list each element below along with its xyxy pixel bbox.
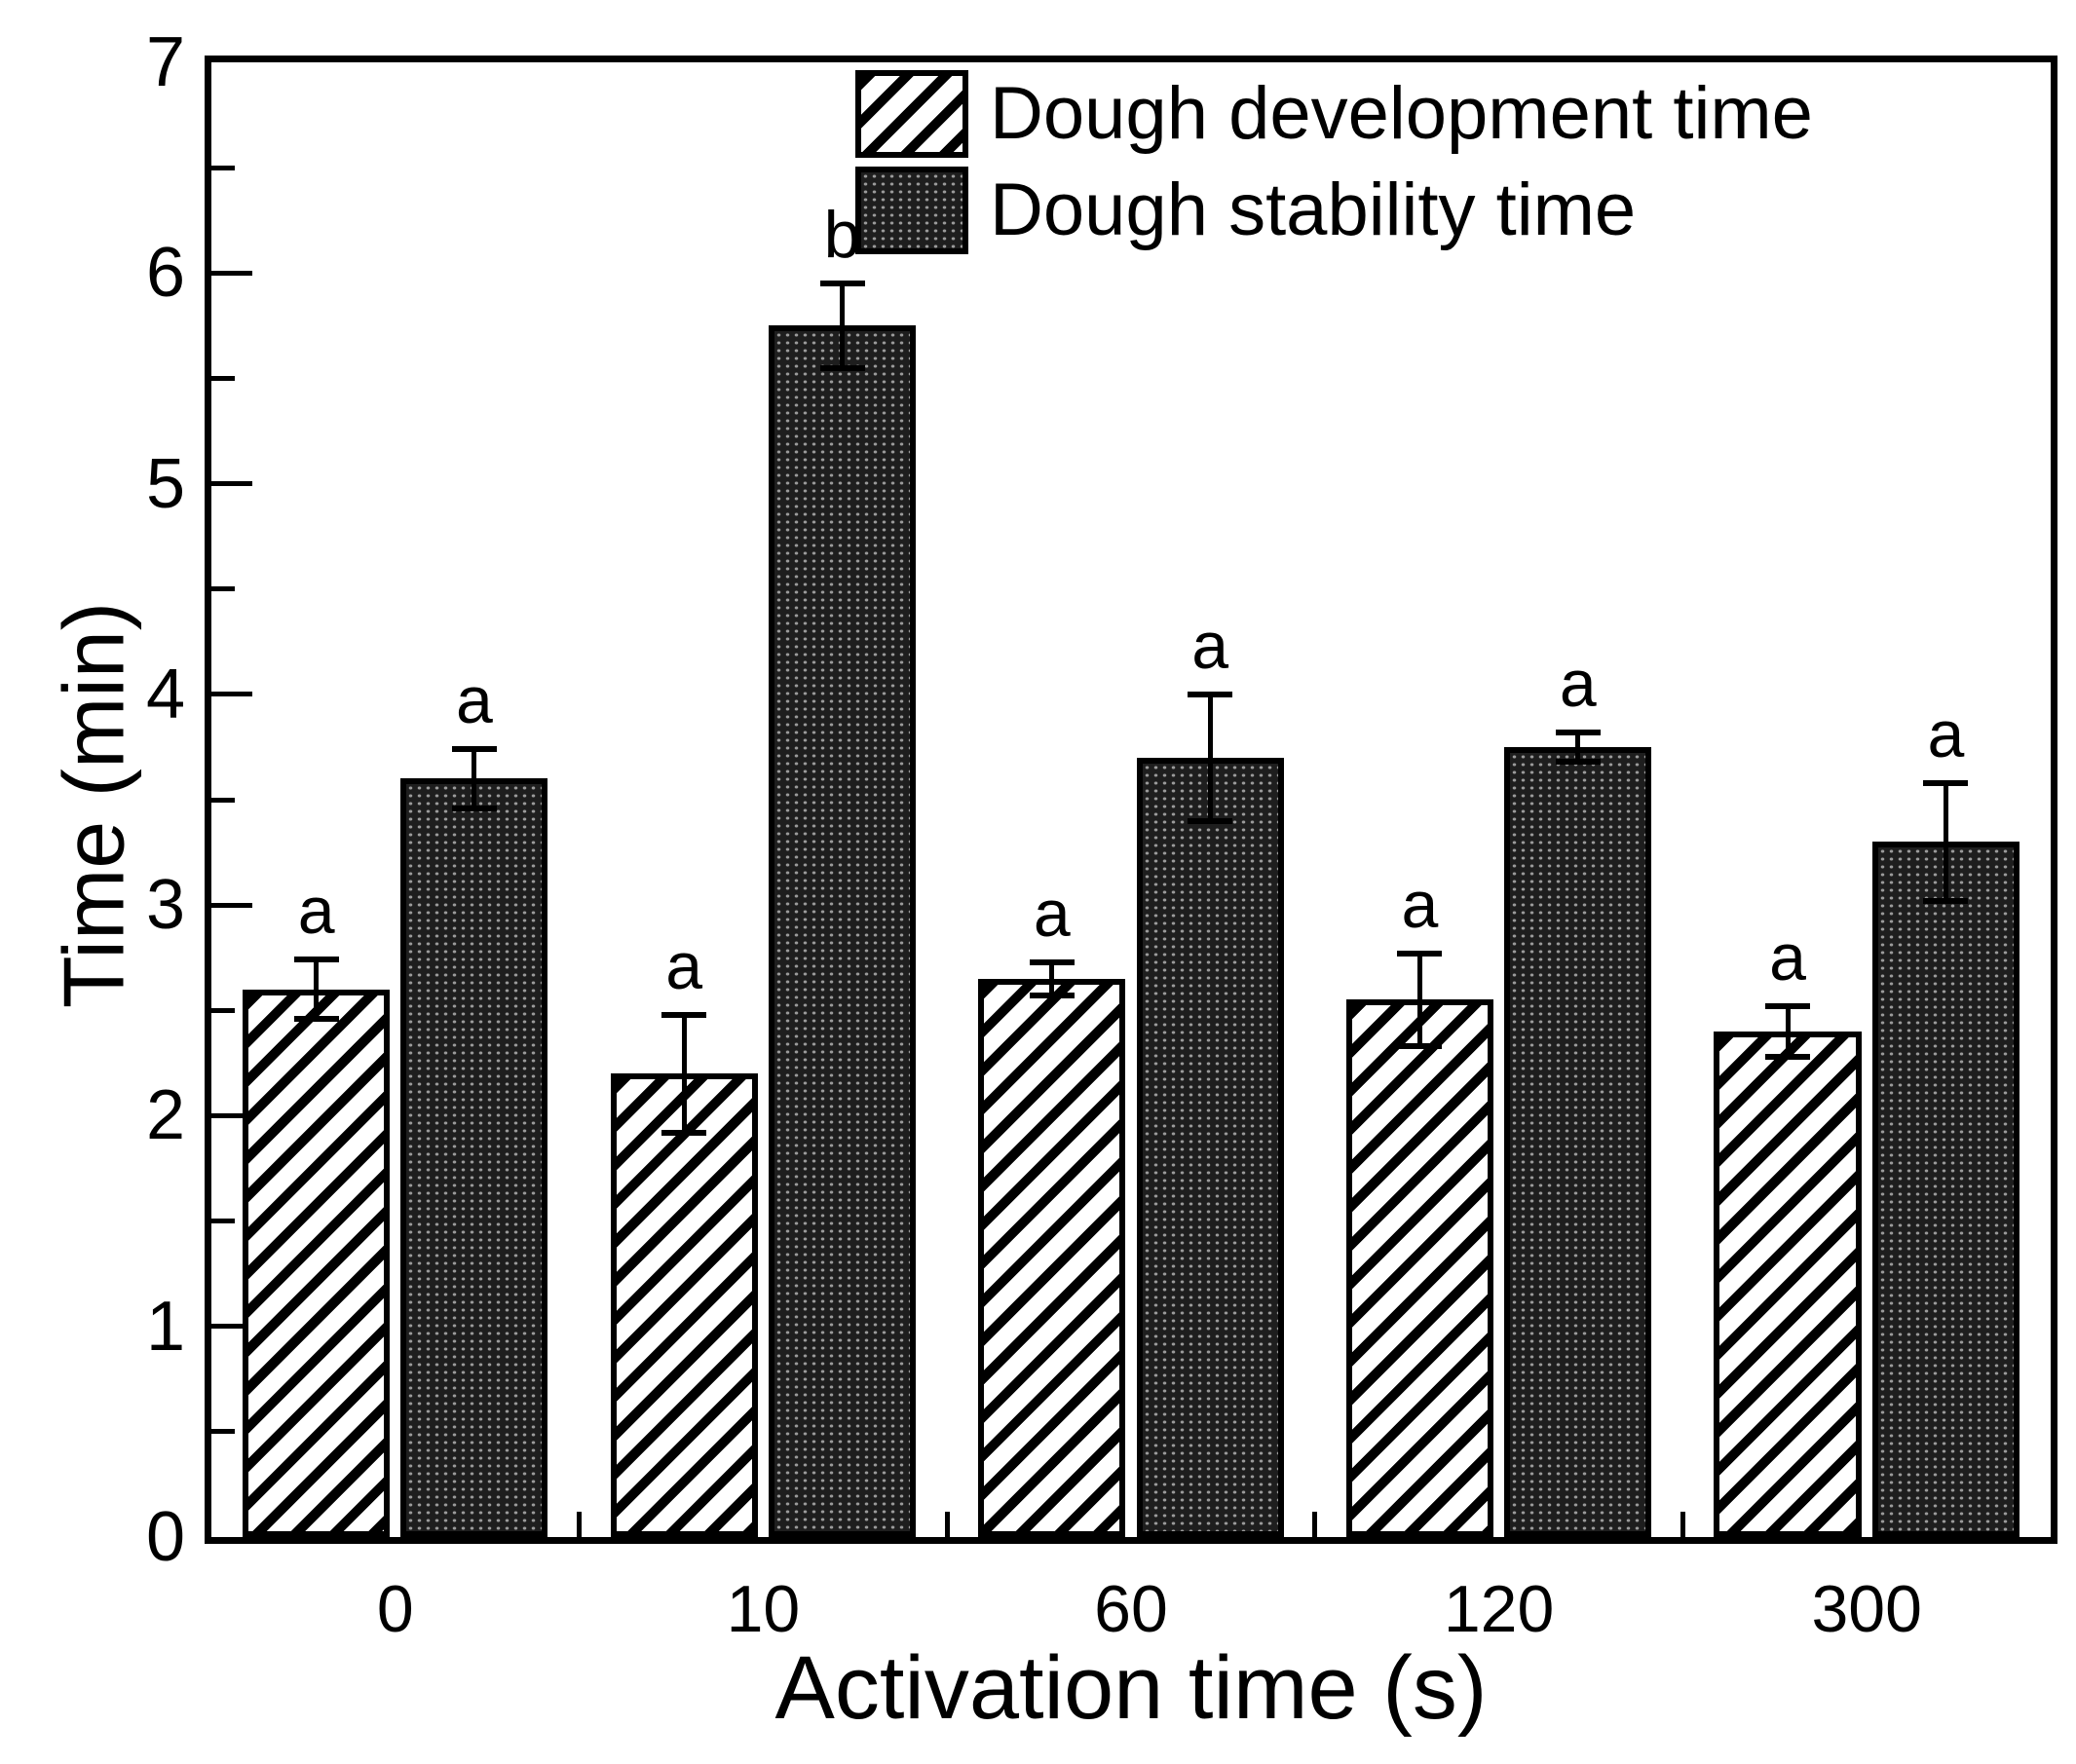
y-minor-tick <box>211 797 235 803</box>
x-axis-label: Activation time (s) <box>774 1638 1488 1738</box>
bar-development-10 <box>610 1073 758 1537</box>
y-tick-label: 0 <box>145 1498 185 1576</box>
bar-development-120 <box>1345 999 1493 1537</box>
significance-letter: a <box>297 874 335 949</box>
error-bar-cap-top <box>1188 691 1233 697</box>
error-bar-cap-bottom <box>1555 759 1601 766</box>
bar-stability-60 <box>1136 757 1284 1537</box>
x-tick <box>944 1512 950 1537</box>
y-minor-tick <box>211 586 235 592</box>
error-bar-cap-top <box>1923 779 1969 786</box>
y-minor-tick <box>211 165 235 170</box>
plot-area: a a a a a a b a a a <box>205 56 2057 1544</box>
error-bar-cap-top <box>1029 958 1075 965</box>
bar-stability-120 <box>1504 746 1652 1537</box>
y-minor-tick <box>211 1007 235 1013</box>
significance-letter: a <box>665 928 703 1003</box>
bar-stability-0 <box>400 778 548 1537</box>
error-bar-cap-bottom <box>661 1129 707 1136</box>
significance-letter: a <box>1191 608 1229 683</box>
y-minor-tick <box>211 375 235 381</box>
x-tick-label: 10 <box>726 1572 801 1646</box>
legend-label-development: Dough development time <box>990 72 1813 155</box>
significance-letter: a <box>1033 876 1071 951</box>
bar-stability-300 <box>1871 842 2019 1537</box>
error-bar-stem <box>1049 961 1055 996</box>
significance-letter: a <box>1769 920 1806 995</box>
y-tick-label: 4 <box>145 655 185 733</box>
error-bar-cap-top <box>1765 1002 1811 1009</box>
y-tick-label: 1 <box>145 1287 185 1366</box>
error-bar-cap-top <box>293 957 339 963</box>
error-bar-cap-top <box>1555 729 1601 735</box>
y-tick-label: 3 <box>145 866 185 945</box>
y-major-tick <box>211 1112 252 1118</box>
error-bar-cap-bottom <box>1397 1043 1443 1050</box>
x-tick-label: 60 <box>1094 1572 1168 1646</box>
error-bar-stem <box>314 959 320 1019</box>
bar-development-0 <box>243 989 391 1537</box>
error-bar-cap-bottom <box>293 1015 339 1022</box>
y-tick-label: 5 <box>145 444 185 523</box>
error-bar-cap-bottom <box>1029 993 1075 999</box>
y-tick-label: 2 <box>145 1076 185 1155</box>
y-major-tick <box>211 481 252 487</box>
error-bar-cap-bottom <box>1188 817 1233 824</box>
error-bar-cap-top <box>819 281 865 287</box>
error-bar-stem <box>1575 732 1581 763</box>
bar-stability-10 <box>769 325 917 1537</box>
y-minor-tick <box>211 1429 235 1435</box>
x-tick-label: 300 <box>1811 1572 1922 1646</box>
error-bar-stem <box>1207 694 1213 821</box>
y-tick-label: 6 <box>145 234 185 313</box>
significance-letter: b <box>823 198 861 273</box>
x-tick-label: 120 <box>1443 1572 1555 1646</box>
legend-swatch-stability-dots <box>855 167 968 254</box>
significance-letter: a <box>1401 867 1439 942</box>
y-major-tick <box>211 1324 252 1330</box>
legend: Dough development time Dough stability t… <box>855 70 1813 263</box>
significance-letter: a <box>456 663 493 738</box>
error-bar-cap-bottom <box>1923 897 1969 904</box>
significance-letter: a <box>1927 696 1965 771</box>
error-bar-stem <box>1943 782 1948 901</box>
x-tick <box>577 1512 583 1537</box>
y-tick-label: 7 <box>145 23 185 101</box>
error-bar-cap-top <box>1397 950 1443 957</box>
error-bar-stem <box>681 1014 687 1133</box>
error-bar-stem <box>1416 953 1422 1047</box>
x-tick <box>1680 1512 1685 1537</box>
legend-item-stability: Dough stability time <box>855 167 1813 254</box>
error-bar-stem <box>840 283 846 368</box>
y-major-tick <box>211 692 252 697</box>
error-bar-stem <box>1785 1005 1791 1057</box>
x-tick <box>1312 1512 1318 1537</box>
y-major-tick <box>211 902 252 908</box>
error-bar-cap-bottom <box>1765 1053 1811 1060</box>
error-bar-stem <box>472 749 477 808</box>
significance-letter: a <box>1559 646 1597 721</box>
error-bar-cap-top <box>661 1011 707 1018</box>
legend-item-development: Dough development time <box>855 70 1813 158</box>
error-bar-cap-bottom <box>451 805 497 811</box>
x-tick-label: 0 <box>376 1572 414 1646</box>
legend-label-stability: Dough stability time <box>990 169 1637 251</box>
error-bar-cap-top <box>451 746 497 753</box>
bar-development-60 <box>978 978 1126 1537</box>
y-major-tick <box>211 270 252 276</box>
error-bar-cap-bottom <box>819 364 865 371</box>
bar-development-300 <box>1714 1031 1862 1537</box>
legend-swatch-development-hatch <box>855 70 968 158</box>
plot-inner: a a a a a a b a a a <box>211 62 2051 1537</box>
y-minor-tick <box>211 1219 235 1224</box>
